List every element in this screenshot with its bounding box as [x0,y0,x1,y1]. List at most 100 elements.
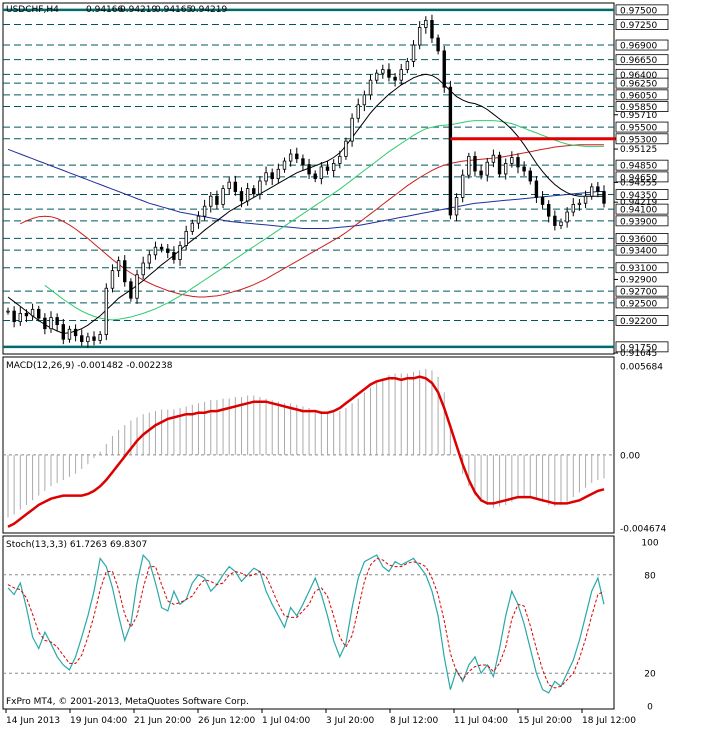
macd-signal-line [7,375,605,528]
candle [252,185,256,198]
price-label-box [615,101,669,112]
price-minor-label: 0.94219 [620,198,657,208]
ma-blue-line [7,148,604,229]
price-minor-label: 0.92900 [620,275,657,285]
candle [301,154,305,171]
time-axis-label: 11 Jul 04:00 [454,716,508,726]
candle [534,176,539,204]
time-axis-label: 26 Jun 12:00 [198,716,255,726]
price-level-label: 0.92500 [620,299,657,309]
candle [528,167,532,185]
time-axis-label: 14 Jun 2013 [6,716,60,726]
price-level-label: 0.96050 [620,91,657,101]
candle [583,190,588,209]
price-level-label: 0.96250 [620,80,657,90]
candle [227,177,231,195]
candle [325,160,330,175]
candle [288,149,293,167]
price-label-box [615,341,669,353]
candle [553,210,557,231]
price-minor-label: 0.91645 [620,349,657,359]
candle [547,200,551,223]
candle [12,306,16,328]
time-axis-label: 18 Jul 12:00 [582,716,636,726]
price-level-label: 0.95850 [620,103,657,113]
price-level-label: 0.96400 [620,71,657,81]
price-axis: 0.97500 0.97250 0.96900 0.96650 0.964000.962… [614,4,669,359]
candle [129,278,133,302]
price-label-box [615,89,669,101]
stoch-axis-label: 0 [647,703,653,713]
candle [331,159,336,177]
candle [430,14,434,43]
price-header: USDCHF,H4 0.94166 0.94219 0.94165 0.9421… [6,5,227,15]
candle [491,149,496,168]
stoch-title: Stoch(13,3,3) 61.7263 69.8307 [6,540,147,550]
candle [116,256,121,277]
price-level-label: 0.95500 [620,124,657,134]
candle [123,255,127,287]
copyright-text: FxPro MT4, © 2001-2013, MetaQuotes Softw… [6,697,249,707]
price-label-box [615,215,669,227]
time-axis-label: 3 Jul 20:00 [326,716,375,726]
price-minor-label: 0.95710 [620,111,657,121]
price-level-label: 0.97250 [620,21,657,31]
candle [374,69,379,84]
candle [596,181,600,198]
candle [565,207,569,228]
candle [473,151,477,177]
candle [104,283,109,341]
candle [221,185,225,208]
stoch-main-line [7,553,605,694]
price-pane-frame [2,2,615,355]
macd-axis-label: -0.004674 [620,525,666,535]
candle [55,313,59,331]
candle [141,256,145,279]
candle [338,150,342,169]
candle [417,21,422,50]
candle [516,153,520,174]
price-label-box [615,39,669,51]
stoch-axis-label: 20 [644,670,656,680]
price-label-box [615,54,669,66]
candle [577,199,582,211]
candle [153,241,158,260]
candle [135,269,139,304]
price-minor-label: 0.95125 [620,145,657,155]
header-symbol: USDCHF,H4 [6,5,59,15]
candle [405,57,410,74]
candle [559,218,563,230]
candle [436,34,440,55]
header-close: 0.94219 [190,5,227,15]
price-label-box [615,171,669,183]
candle [172,246,176,264]
header-low: 0.94165 [155,5,192,15]
price-level-label: 0.94650 [620,173,657,183]
price-level-label: 0.92200 [620,317,657,327]
candle [61,318,65,345]
macd-pane-frame [2,356,615,534]
candle [479,164,483,180]
price-label-box [615,297,669,309]
candle [295,147,299,163]
candle [209,192,213,213]
candle [24,309,29,323]
price-level-label: 0.95300 [620,135,657,145]
candle [110,264,115,293]
candle [239,187,244,208]
price-level-label: 0.97500 [620,6,657,16]
candle [245,182,250,206]
candle [393,73,397,87]
candle [184,225,188,251]
candle [196,211,201,229]
candle [540,191,545,209]
candle [86,332,90,348]
time-axis-label: 8 Jul 12:00 [390,716,439,726]
candle [282,157,287,173]
time-axis-label: 15 Jul 20:00 [518,716,572,726]
candle [381,64,385,79]
price-label-box [615,19,669,30]
price-label-box [615,262,669,274]
ma-green-line [44,120,604,321]
